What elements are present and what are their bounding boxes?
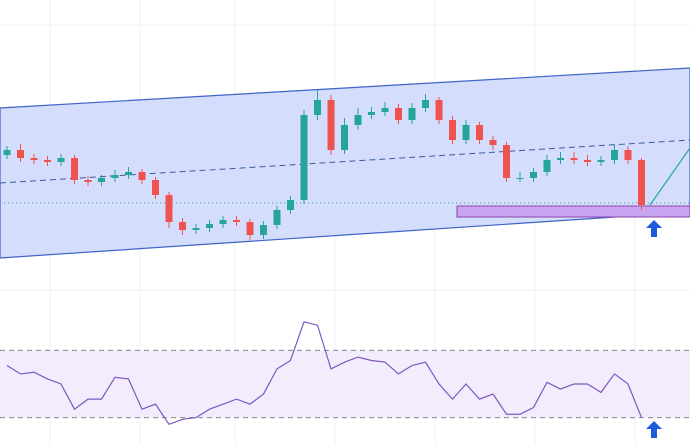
candle-body [260, 225, 267, 235]
candle-body [449, 120, 456, 140]
candle-body [435, 100, 443, 120]
candle-body [395, 108, 402, 120]
candle-body [584, 160, 591, 162]
candle-body [219, 220, 227, 224]
channel [0, 67, 690, 259]
candle-body [503, 145, 510, 178]
candle-body [84, 180, 92, 182]
candle-body [179, 222, 186, 230]
rsi-line [6, 321, 643, 426]
candle-body [165, 195, 173, 222]
candle-body [422, 100, 429, 108]
candle-body [71, 158, 78, 180]
candle-body [341, 125, 348, 150]
candle-body [543, 160, 551, 172]
candle-body [17, 150, 24, 158]
candle-body [611, 150, 618, 160]
candle-body [354, 115, 362, 125]
zone [456, 205, 690, 218]
candle-body [408, 108, 416, 120]
arrow [646, 220, 662, 237]
candle-body [530, 172, 537, 178]
candle-body [57, 158, 65, 162]
candle-body [192, 228, 200, 230]
candle-body [462, 125, 470, 140]
candle-body [476, 125, 483, 140]
candle-body [246, 222, 254, 235]
candle-body [98, 178, 105, 182]
candle-body [273, 210, 281, 225]
candle-body [44, 160, 51, 162]
candle-body [368, 112, 375, 115]
candle-body [111, 175, 119, 178]
candle-body [233, 220, 240, 222]
candle-body [314, 100, 321, 115]
candle-body [638, 160, 645, 205]
trend-line [649, 147, 690, 206]
candle-body [3, 150, 11, 155]
candle-body [30, 158, 38, 160]
candle-body [570, 158, 578, 160]
marks [3, 90, 645, 426]
candle-body [597, 160, 605, 162]
candle-body [381, 108, 389, 112]
candle-body [327, 100, 335, 150]
candle-body [516, 178, 524, 179]
candle-body [138, 172, 146, 180]
candle-body [152, 180, 159, 195]
candle-body [624, 150, 632, 160]
candle-body [300, 115, 308, 200]
candle-body [206, 224, 213, 228]
arrow [646, 421, 662, 438]
candle-body [125, 172, 132, 175]
candle-body [287, 200, 294, 210]
candle-body [489, 140, 497, 145]
candle-body [557, 158, 564, 160]
